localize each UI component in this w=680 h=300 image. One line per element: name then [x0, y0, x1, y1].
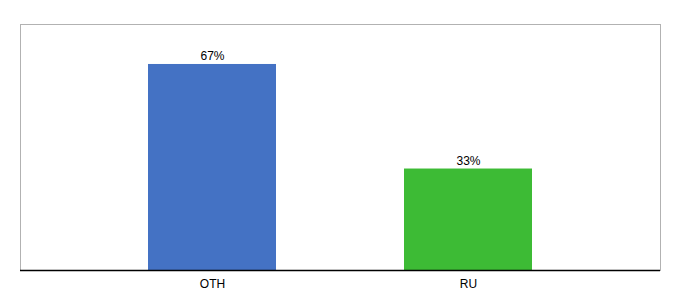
svg-text:RU: RU — [460, 277, 477, 291]
svg-text:OTH: OTH — [200, 277, 225, 291]
svg-text:67%: 67% — [200, 49, 224, 63]
svg-text:33%: 33% — [456, 154, 480, 168]
